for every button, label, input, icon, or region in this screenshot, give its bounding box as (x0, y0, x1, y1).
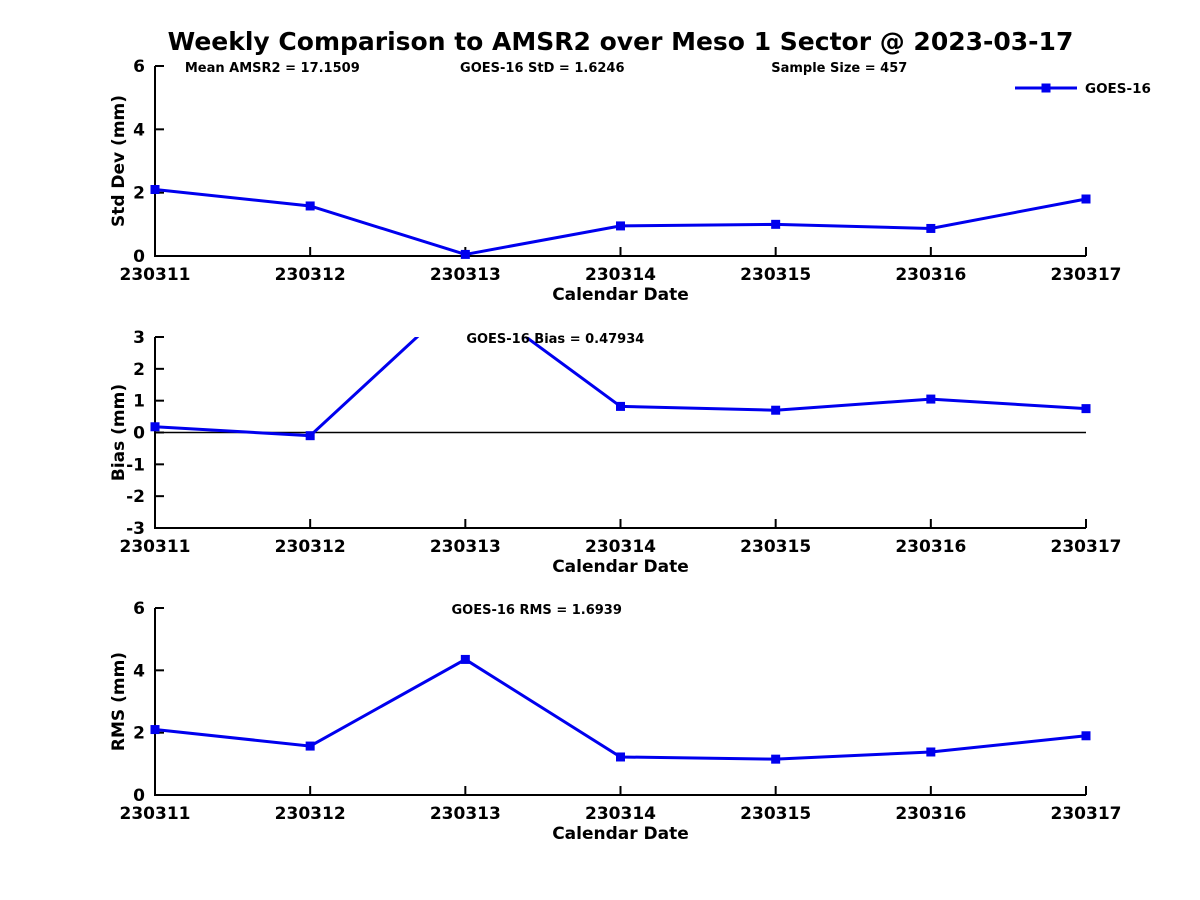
data-point-marker (305, 431, 315, 441)
series-line-goes-16 (154, 657, 1087, 761)
y-tick-label: 4 (133, 120, 145, 140)
data-point-marker (460, 249, 470, 259)
data-point-marker (616, 221, 625, 231)
x-axis-label: Calendar Date (552, 285, 689, 305)
data-point-marker (616, 401, 625, 411)
x-tick-label: 230316 (895, 537, 966, 557)
y-tick-label: 0 (133, 424, 145, 444)
data-point-marker (305, 741, 315, 751)
x-tick-label: 230317 (1051, 804, 1122, 824)
x-tick-label: 230315 (740, 537, 811, 557)
chart-title: Weekly Comparison to AMSR2 over Meso 1 S… (167, 27, 1074, 56)
x-tick-label: 230312 (275, 804, 346, 824)
y-tick-label: 4 (133, 661, 145, 681)
data-point-marker (771, 405, 781, 415)
annotation: GOES-16 StD = 1.6246 (460, 61, 624, 76)
series-line-goes-16 (154, 337, 1087, 438)
x-tick-label: 230311 (120, 265, 191, 285)
data-point-marker (1081, 194, 1091, 204)
y-tick-label: 2 (133, 360, 145, 380)
y-tick-label: 1 (133, 392, 145, 412)
x-tick-label: 230313 (430, 804, 501, 824)
subplot-rms: 0 2 4 6 230311 230312 230313 230314 230315 230316… (109, 599, 1121, 844)
data-point-marker (926, 223, 936, 233)
data-point-marker (771, 754, 781, 764)
y-tick-label: 6 (133, 599, 145, 619)
x-tick-label: 230314 (585, 265, 656, 285)
data-point-marker (150, 185, 160, 194)
data-point-marker (616, 752, 625, 762)
y-tick-label: 2 (133, 184, 145, 204)
data-point-marker (305, 201, 315, 211)
data-point-marker (150, 725, 160, 735)
data-point-marker (1081, 404, 1091, 414)
data-point-marker (926, 747, 936, 757)
x-tick-label: 230313 (430, 537, 501, 557)
legend-label: GOES-16 (1085, 81, 1151, 97)
x-tick-label: 230314 (585, 804, 656, 824)
x-tick-label: 230313 (430, 265, 501, 285)
y-tick-label: -1 (126, 455, 145, 475)
data-point-marker (926, 394, 936, 404)
annotation: GOES-16 Bias = 0.47934 (466, 332, 644, 347)
data-point-marker (460, 654, 470, 664)
annotation: Mean AMSR2 = 17.1509 (185, 61, 360, 76)
x-tick-label: 230316 (895, 804, 966, 824)
x-tick-label: 230317 (1051, 265, 1122, 285)
x-tick-label: 230312 (275, 537, 346, 557)
x-tick-label: 230311 (120, 804, 191, 824)
data-point-marker (150, 422, 160, 432)
x-axis-label: Calendar Date (552, 824, 689, 844)
x-tick-label: 230315 (740, 804, 811, 824)
legend-marker (1041, 83, 1051, 93)
subplot-std-dev: 0 2 4 6 230311 230312 230313 230314 230315 230316… (109, 57, 1121, 305)
x-tick-label: 230317 (1051, 537, 1122, 557)
x-tick-label: 230311 (120, 537, 191, 557)
y-tick-label: 0 (133, 247, 145, 267)
y-axis-label: RMS (mm) (109, 652, 129, 751)
data-point-marker (771, 219, 781, 229)
x-tick-label: 230314 (585, 537, 656, 557)
y-tick-label: 2 (133, 724, 145, 744)
y-tick-label: 0 (133, 786, 145, 806)
data-point-marker (1081, 731, 1091, 741)
legend: GOES-16 (1015, 81, 1151, 97)
subplot-bias: -3 -2 -1 0 1 2 3 230311 230312 230313 230314 230315… (109, 328, 1122, 577)
y-tick-label: -2 (126, 487, 145, 507)
y-axis-label: Std Dev (mm) (109, 95, 129, 227)
annotation: GOES-16 RMS = 1.6939 (452, 603, 622, 618)
y-tick-label: 3 (133, 328, 145, 348)
y-tick-label: 6 (133, 57, 145, 77)
x-tick-label: 230312 (275, 265, 346, 285)
y-tick-label: -3 (126, 519, 145, 539)
x-axis-label: Calendar Date (552, 557, 689, 577)
annotation: Sample Size = 457 (771, 61, 907, 76)
y-axis-label: Bias (mm) (109, 384, 129, 481)
x-tick-label: 230316 (895, 265, 966, 285)
x-tick-label: 230315 (740, 265, 811, 285)
